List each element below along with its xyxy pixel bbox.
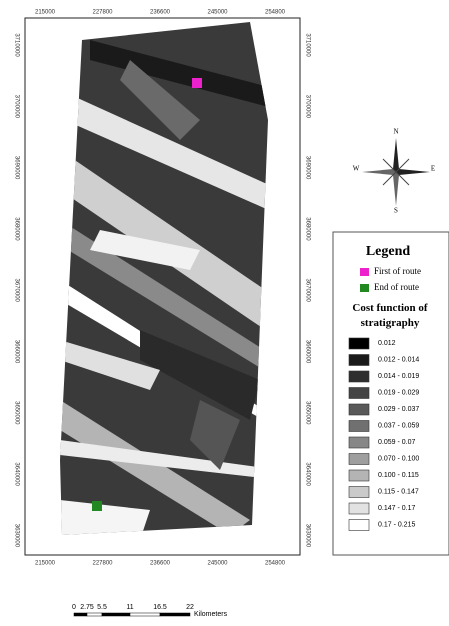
legend-class-label: 0.059 - 0.07 <box>378 439 415 446</box>
legend-class-label: 0.037 - 0.059 <box>378 422 419 429</box>
right-tick-label: 3660000 <box>304 340 310 364</box>
compass-north: N <box>393 128 398 136</box>
top-tick-label: 236600 <box>150 10 171 16</box>
map-frame <box>24 17 301 556</box>
compass-west: W <box>353 165 360 173</box>
legend-end-label: End of route <box>374 282 419 292</box>
compass-rose <box>362 138 430 206</box>
scale-segment <box>159 612 191 617</box>
legend-class-swatch <box>348 420 370 432</box>
right-tick-label: 3670000 <box>304 279 310 303</box>
legend-class-label: 0.014 - 0.019 <box>378 373 419 380</box>
legend-class-label: 0.17 - 0.215 <box>378 521 415 528</box>
legend-class-label: 0.029 - 0.037 <box>378 406 419 413</box>
right-tick-label: 3680000 <box>304 217 310 241</box>
legend-class-swatch <box>348 337 370 350</box>
legend-class-swatch <box>348 436 370 449</box>
legend-title: Legend <box>366 244 411 259</box>
route-end-marker <box>92 501 102 511</box>
bottom-tick-label: 215000 <box>35 561 56 567</box>
top-tick-label: 227800 <box>92 10 113 16</box>
left-tick-label: 3690000 <box>13 156 19 180</box>
scale-label: 0 <box>72 604 76 611</box>
compass-south: S <box>394 207 398 215</box>
right-tick-label: 3700000 <box>304 95 310 119</box>
top-tick-label: 215000 <box>35 10 56 16</box>
scale-segment <box>129 612 161 617</box>
scale-label: 16.5 <box>153 604 167 611</box>
scale-segment <box>73 612 88 617</box>
right-tick-label: 3710000 <box>304 33 310 57</box>
compass-east: E <box>431 165 435 173</box>
left-tick-label: 3660000 <box>13 340 19 364</box>
bottom-tick-label: 227800 <box>92 561 113 567</box>
left-tick-label: 3710000 <box>13 33 19 57</box>
legend-class-swatch <box>348 354 370 366</box>
legend-class-label: 0.019 - 0.029 <box>378 389 419 396</box>
scale-unit: Kilometers <box>194 611 228 618</box>
map-area <box>60 22 268 535</box>
top-tick-label: 245000 <box>207 10 228 16</box>
legend-class-label: 0.115 - 0.147 <box>378 488 419 495</box>
left-tick-label: 3650000 <box>13 401 19 425</box>
legend-class-swatch <box>348 370 370 383</box>
legend-class-label: 0.147 - 0.17 <box>378 505 415 512</box>
legend-class-swatch <box>348 403 370 416</box>
legend-first-swatch <box>360 268 369 276</box>
right-tick-label: 3650000 <box>304 401 310 425</box>
scale-label: 22 <box>186 604 194 611</box>
route-start-marker <box>192 78 202 88</box>
left-tick-label: 3680000 <box>13 217 19 241</box>
bottom-tick-label: 245000 <box>207 561 228 567</box>
scale-label: 11 <box>126 604 133 611</box>
legend-class-label: 0.012 <box>378 340 396 347</box>
left-tick-label: 3670000 <box>13 279 19 303</box>
legend-first-label: First of route <box>374 266 421 276</box>
legend-class-swatch <box>348 387 370 399</box>
bottom-tick-label: 254800 <box>265 561 286 567</box>
right-tick-label: 3690000 <box>304 156 310 180</box>
legend-class-swatch <box>348 502 370 515</box>
legend-class-swatch <box>348 486 370 498</box>
right-tick-label: 3630000 <box>304 524 310 548</box>
legend-subtitle: Cost function of stratigraphy <box>352 302 428 329</box>
scale-segment <box>86 612 103 617</box>
scale-label: 5.5 <box>97 604 107 611</box>
legend-class-label: 0.012 - 0.014 <box>378 356 419 363</box>
right-tick-label: 3640000 <box>304 462 310 486</box>
legend-class-swatch <box>348 453 370 465</box>
scale-label: 2.75 <box>80 604 94 611</box>
legend-class-swatch <box>348 519 370 531</box>
legend-end-swatch <box>360 284 369 292</box>
legend-class-label: 0.070 - 0.100 <box>378 455 419 462</box>
scale-segment <box>101 612 131 617</box>
left-tick-label: 3630000 <box>13 524 19 548</box>
legend-class-swatch <box>348 469 370 482</box>
left-tick-label: 3640000 <box>13 462 19 486</box>
left-tick-label: 3700000 <box>13 95 19 119</box>
legend-class-label: 0.100 - 0.115 <box>378 472 419 479</box>
bottom-tick-label: 236600 <box>150 561 171 567</box>
top-tick-label: 254800 <box>265 10 286 16</box>
